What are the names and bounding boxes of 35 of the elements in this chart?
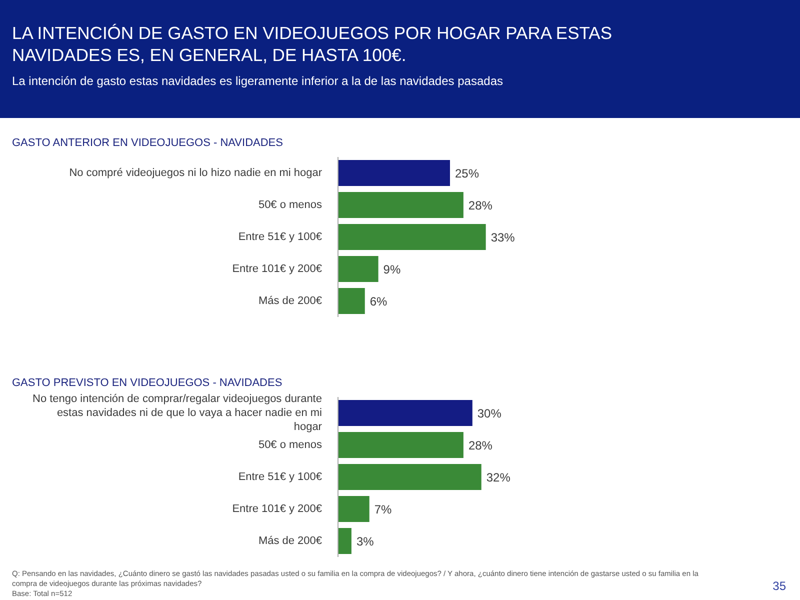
y-tick-label: No compré videojuegos ni lo hizo nadie en mi hogar <box>69 167 322 179</box>
text: LA INTENCIÓN DE GASTO EN VIDEOJUEGOS POR HOGAR PARA ESTAS NAVIDADES ES, EN GENERAL, DE HASTA 100€. <box>12 22 613 66</box>
bar <box>338 160 450 186</box>
data-label: 28% <box>468 438 493 452</box>
text: GASTO ANTERIOR EN VIDEOJUEGOS - NAVIDADES <box>12 137 283 149</box>
data-label: 3% <box>356 534 374 548</box>
y-tick-label: 50€ o menos <box>258 439 322 451</box>
y-tick-label: No tengo intención de comprar/regalar videojuegos durante estas navidades ni de que lo vaya a hacer nadie en mi hogar <box>32 393 322 433</box>
data-label: 28% <box>468 198 493 212</box>
data-label: 33% <box>490 230 516 244</box>
text: La intención de gasto estas navidades es ligeramente inferior a la de las navidades pasadas <box>12 74 503 88</box>
text: 35 <box>772 579 786 593</box>
y-tick-label: Entre 51€ y 100€ <box>238 471 322 483</box>
bar <box>338 496 370 522</box>
y-tick-label: Más de 200€ <box>258 535 322 547</box>
y-tick-label: Entre 101€ y 200€ <box>232 263 322 275</box>
bar <box>338 256 378 282</box>
bar <box>338 192 464 218</box>
y-tick-label: Entre 101€ y 200€ <box>232 503 322 515</box>
bar <box>338 400 472 426</box>
text: GASTO PREVISTO EN VIDEOJUEGOS - NAVIDADES <box>12 377 282 389</box>
data-label: 25% <box>454 166 480 180</box>
data-label: 7% <box>374 502 392 516</box>
y-tick-label: Entre 51€ y 100€ <box>238 231 322 243</box>
bar <box>338 528 352 554</box>
bar <box>338 464 482 490</box>
bar <box>338 432 464 458</box>
y-tick-label: 50€ o menos <box>258 199 322 211</box>
data-label: 32% <box>486 470 511 484</box>
data-label: 9% <box>383 262 401 276</box>
bar <box>338 288 365 314</box>
data-label: 30% <box>477 406 502 420</box>
bar <box>338 224 486 250</box>
y-tick-label: Más de 200€ <box>258 295 322 307</box>
data-label: 6% <box>370 294 388 308</box>
